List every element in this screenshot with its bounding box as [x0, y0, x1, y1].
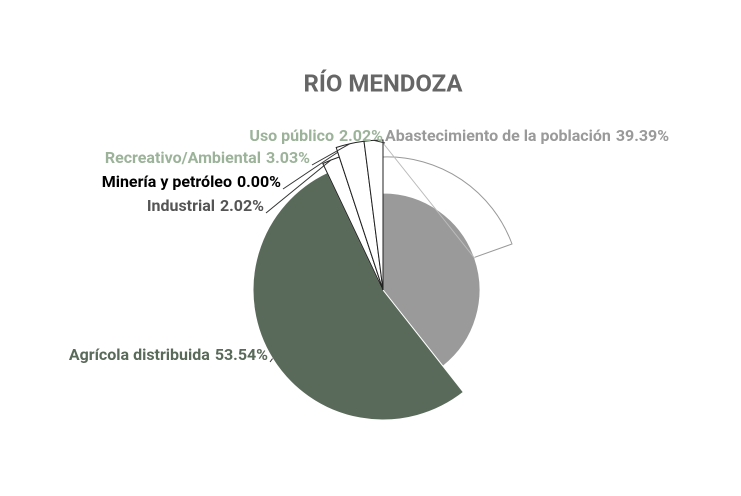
slice-value: 0.00%	[237, 172, 281, 191]
leader-line	[282, 151, 339, 190]
slice-value: 53.54%	[215, 345, 268, 364]
highlight-outline	[382, 156, 513, 291]
slice-label: Uso público 2.02%	[249, 126, 383, 145]
leader-line	[382, 142, 476, 259]
slice-value: 3.03%	[266, 148, 310, 167]
leader-line	[265, 159, 332, 214]
slice-value: 2.02%	[339, 126, 383, 145]
slice-name: Uso público	[249, 126, 334, 145]
slice-value: 39.39%	[616, 126, 669, 145]
slice-name: Industrial	[147, 196, 215, 215]
chart-title: RÍO MENDOZA	[303, 69, 463, 97]
slice-label: Minería y petróleo 0.00%	[102, 172, 281, 191]
slice-name: Agrícola distribuida	[69, 345, 210, 364]
pie-slice	[252, 171, 465, 421]
slice-value: 2.02%	[220, 196, 264, 215]
slice-label: Abastecimiento de la población 39.39%	[385, 126, 669, 145]
slice-name: Recreativo/Ambiental	[105, 148, 261, 167]
leader-line	[311, 143, 351, 166]
slice-label: Recreativo/Ambiental 3.03%	[105, 148, 310, 167]
leader-line	[269, 358, 273, 363]
slice-name: Minería y petróleo	[102, 172, 232, 191]
slice-label: Agrícola distribuida 53.54%	[69, 345, 268, 364]
slice-label: Industrial 2.02%	[147, 196, 264, 215]
slice-name: Abastecimiento de la población	[385, 126, 611, 145]
leader-line	[373, 139, 386, 144]
